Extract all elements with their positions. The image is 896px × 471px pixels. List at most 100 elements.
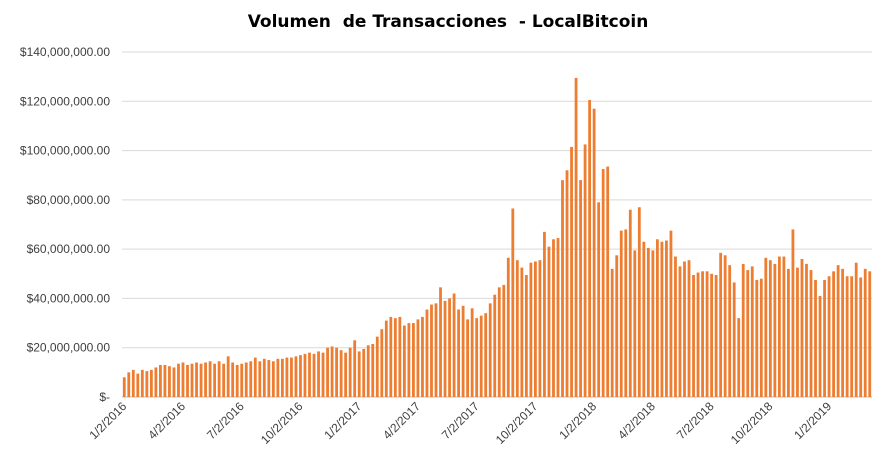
gridlines [122,51,872,398]
bar [240,363,244,397]
bar [814,279,817,397]
bar [674,256,677,397]
bar [845,276,849,397]
bar [683,261,686,397]
x-tick-label: 4/2/2016 [145,399,188,442]
bar [443,300,447,397]
x-tick-label: 7/2/2017 [439,399,482,442]
bar [547,246,551,397]
bar [796,267,799,398]
bar [154,367,158,397]
bar [321,352,325,397]
bar [244,362,248,397]
x-axis-tick-labels: 1/2/2016 4/2/2016 7/2/2016 10/2/2016 1/2/201… [86,399,834,447]
bar [570,146,573,398]
x-tick-label: 10/2/2018 [728,399,776,447]
bar [832,271,835,397]
bar [818,295,822,397]
bar [737,318,741,397]
bar [339,350,343,397]
bar [732,282,736,397]
bar [642,241,646,397]
bar [660,241,664,397]
bar [787,268,790,397]
bar [195,362,198,397]
bar [511,208,515,397]
bar [836,265,840,397]
bar [475,318,479,397]
bar [140,369,144,397]
bar [430,304,433,397]
bar [457,309,460,397]
bar [637,207,641,397]
bar [606,166,610,397]
bar [461,305,465,397]
bar [705,271,709,397]
bar [597,202,601,397]
bar [565,170,569,397]
bar [719,252,723,397]
bar [610,268,614,397]
bar [529,262,533,397]
bar [290,357,293,397]
bar [344,352,348,397]
bar [285,357,289,397]
bar [646,247,650,397]
x-tick-label: 7/2/2018 [674,399,717,442]
bar [678,266,682,397]
bar [303,353,307,398]
bar [655,239,659,397]
bar [258,361,262,397]
bar [375,336,379,398]
x-tick-label: 4/2/2018 [615,399,658,442]
bar [750,266,754,397]
bar [163,364,167,397]
x-tick-label: 1/2/2018 [556,399,599,442]
bar [317,351,320,397]
bar [439,287,442,397]
bar [805,263,808,397]
bar [669,230,673,397]
bar [253,357,257,397]
bar [136,373,140,397]
bar [588,100,592,398]
bar [479,315,483,397]
bar [850,276,854,397]
bar [868,271,872,397]
bar [416,319,420,398]
bar [366,345,370,397]
bar [827,276,831,397]
bar [777,256,781,397]
bar [407,323,411,397]
bar [556,238,560,397]
bar [330,346,334,397]
bar [552,239,555,397]
bar [271,361,275,397]
bar [520,267,524,398]
bar [299,355,302,397]
bar [493,294,497,397]
bar [159,364,162,397]
bar [628,209,632,397]
bar [434,303,438,397]
bar [484,313,488,397]
bar [619,230,623,397]
y-tick-label: $20,000,000.00 [27,341,111,355]
bar [276,358,280,397]
bar [208,361,212,397]
bar [380,329,384,397]
bar [809,270,813,397]
y-tick-label: $120,000,000.00 [20,94,110,108]
bar [759,278,763,397]
bar [692,275,695,397]
bar [249,361,253,397]
x-tick-label: 7/2/2016 [204,399,247,442]
bar [262,358,266,397]
bar [168,366,171,397]
bar [181,362,185,397]
bar [127,372,131,397]
bar [421,316,424,397]
bar [412,323,415,397]
bar [764,257,768,397]
bar [177,363,180,397]
